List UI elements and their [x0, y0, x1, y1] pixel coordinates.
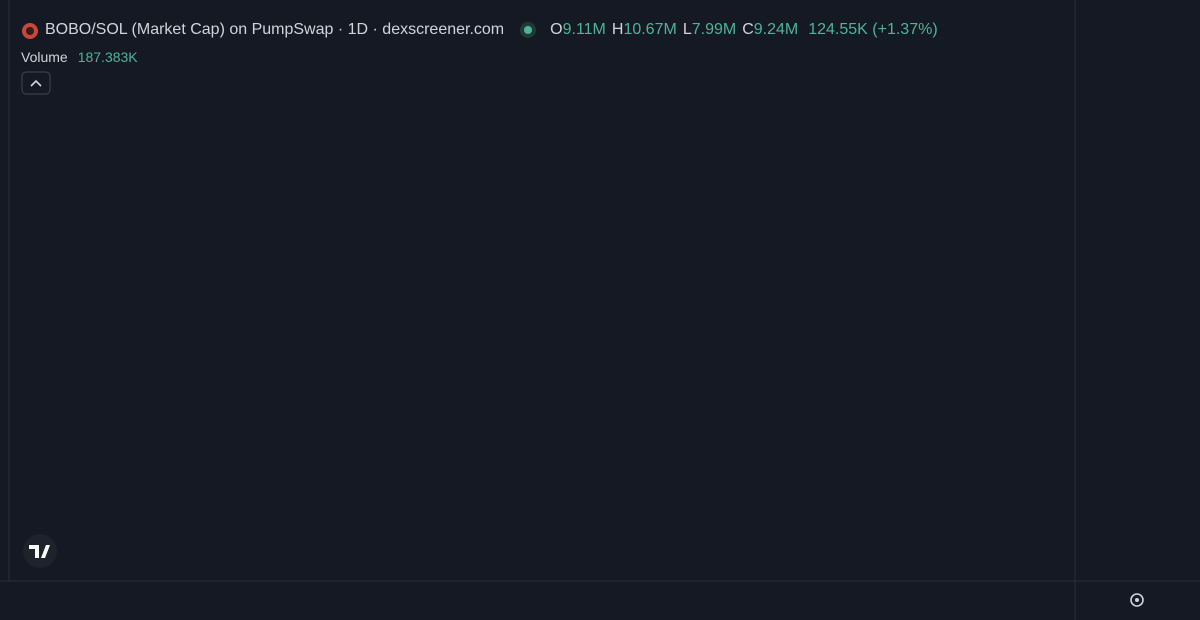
token-icon: [26, 27, 34, 35]
ohlc-value: 9.11M: [562, 21, 606, 38]
ohlc-value: 9.24M: [753, 21, 799, 38]
settings-icon[interactable]: [1130, 593, 1144, 607]
ohlc-value: 10.67M: [623, 21, 677, 38]
volume-value: 187.383K: [77, 49, 138, 65]
collapse-icon: [30, 79, 42, 87]
ohlc-key: O: [550, 21, 563, 38]
ohlc-key: L: [682, 21, 692, 38]
ohlc-key: C: [742, 21, 754, 38]
header: BOBO/SOL (Market Cap) on PumpSwap · 1D ·…: [45, 21, 938, 39]
ohlc-legend: O9.11M H10.67M L7.99M C9.24M: [550, 21, 798, 39]
collapse-button[interactable]: [21, 71, 51, 95]
tv-logo: [23, 534, 57, 568]
ohlc-value: 7.99M: [691, 21, 737, 38]
status-dot: [524, 26, 533, 34]
change: 124.55K (+1.37%): [808, 21, 938, 38]
title: BOBO/SOL (Market Cap) on PumpSwap · 1D ·…: [45, 21, 505, 38]
tv-logo: [29, 545, 50, 558]
settings-icon: [1135, 598, 1139, 602]
volume-legend: Volume 187.383K: [21, 49, 138, 65]
volume-label: Volume: [21, 49, 68, 65]
ohlc-key: H: [611, 21, 624, 38]
